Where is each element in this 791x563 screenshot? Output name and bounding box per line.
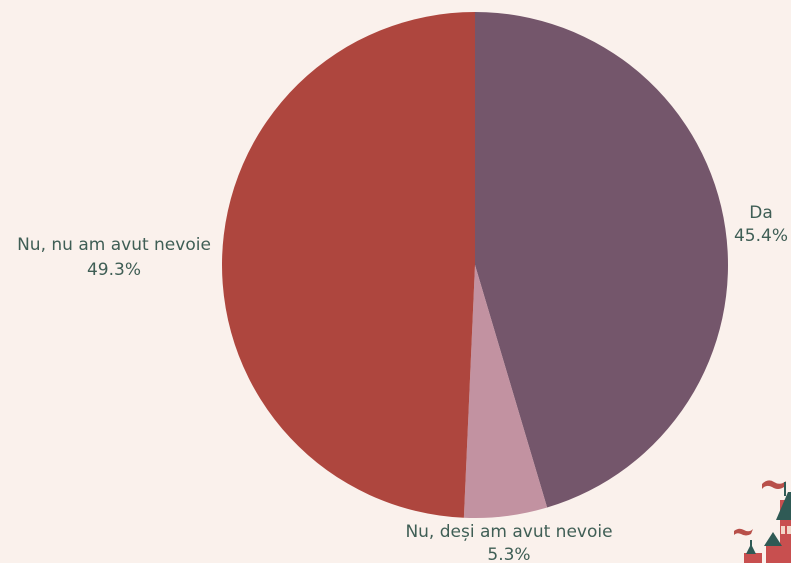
slice-label-1: Da bbox=[749, 203, 773, 223]
slice-percent-1: 45.4% bbox=[734, 226, 788, 246]
slice-percent-2: 5.3% bbox=[487, 545, 530, 563]
pie-slice-2 bbox=[463, 265, 548, 518]
slice-label-2: Nu, deși am avut nevoie bbox=[405, 522, 612, 542]
pie-slice-1 bbox=[475, 12, 728, 508]
pie-slices bbox=[222, 12, 728, 518]
pie-labels: Da 45.4% Nu, deși am avut nevoie 5.3% Nu, nu… bbox=[17, 203, 788, 563]
castle-illustration-icon bbox=[734, 480, 791, 563]
pie-slice-3 bbox=[222, 12, 475, 518]
slice-percent-3: 49.3% bbox=[87, 260, 141, 280]
slice-label-3: Nu, nu am avut nevoie bbox=[17, 235, 211, 255]
